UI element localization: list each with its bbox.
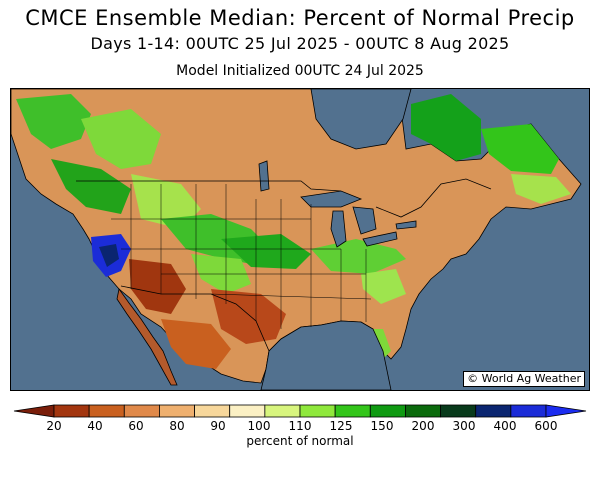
- model-init-text: Model Initialized 00UTC 24 Jul 2025: [176, 63, 424, 79]
- colorbar: 20 40 60 80 90 100 110 125 150 200 300 400 600: [13, 404, 587, 433]
- colorbar-swatch: [405, 404, 441, 418]
- us-mexico-border: [120, 285, 270, 352]
- colorbar-tick-label: 110: [289, 419, 312, 433]
- colorbar-swatch: [299, 404, 336, 418]
- green-alberta: [131, 174, 201, 229]
- gulf-of-mexico: [260, 320, 392, 390]
- colorbar-swatch: [475, 404, 512, 418]
- colorbar-tick-label: 100: [248, 419, 271, 433]
- colorbar-swatch: [159, 404, 195, 418]
- colorbar-tick-label: 40: [87, 419, 102, 433]
- colorbar-swatch: [53, 404, 90, 418]
- green-upper-midwest: [221, 234, 311, 269]
- map-subtitle: Days 1-14: 00UTC 25 Jul 2025 - 00UTC 8 A…: [90, 34, 510, 53]
- colorbar-swatch: [194, 404, 231, 418]
- brown-texas: [211, 289, 286, 344]
- us-canada-border: [76, 178, 492, 218]
- colorbar-swatch: [229, 404, 266, 418]
- lake-superior: [300, 190, 363, 208]
- colorbar-tick-label: 200: [412, 419, 435, 433]
- brown-mexico: [161, 319, 231, 369]
- brown-great-basin: [129, 259, 186, 314]
- lake-ontario: [395, 220, 417, 230]
- colorbar-tick-label: 400: [494, 419, 517, 433]
- colorbar-tick-label: 150: [371, 419, 394, 433]
- green-alaska: [16, 94, 91, 149]
- colorbar-label: percent of normal: [246, 434, 354, 448]
- colorbar-tick-label: 90: [210, 419, 225, 433]
- green-yukon: [81, 109, 161, 169]
- map-title: CMCE Ensemble Median: Percent of Normal …: [25, 6, 575, 30]
- green-maritimes: [511, 174, 571, 204]
- colorbar-tick-label: 80: [169, 419, 184, 433]
- baja-peninsula: [116, 288, 178, 386]
- colorbar-swatch: [88, 404, 125, 418]
- colorbar-swatch: [510, 404, 547, 418]
- colorbar-swatch: [334, 404, 371, 418]
- colorbar-tick-label: 600: [535, 419, 558, 433]
- state-lines: [111, 184, 372, 329]
- colorbar-swatch: [369, 404, 406, 418]
- colorbar-swatch: [123, 404, 160, 418]
- green-labrador: [481, 124, 559, 174]
- colorbar-swatch: [440, 404, 477, 418]
- precip-map: © World Ag Weather: [10, 88, 590, 391]
- navy-california: [99, 244, 119, 267]
- green-quebec: [411, 94, 481, 161]
- lake-winnipeg: [258, 160, 270, 192]
- credit-label: © World Ag Weather: [463, 371, 585, 387]
- colorbar-arrow-high: [545, 404, 587, 418]
- green-bc: [51, 159, 131, 214]
- map-canvas: [11, 89, 589, 390]
- colorbar-swatch: [264, 404, 301, 418]
- colorbar-tick-label: 300: [453, 419, 476, 433]
- green-ohio-valley: [311, 239, 406, 274]
- colorbar-tick-label: 20: [46, 419, 61, 433]
- lake-michigan: [330, 210, 347, 248]
- green-appalachians: [361, 269, 406, 304]
- colorbar-arrow-low: [13, 404, 55, 418]
- colorbar-tick-label: 125: [330, 419, 353, 433]
- hudson-bay: [310, 89, 412, 150]
- lake-erie: [362, 231, 398, 247]
- colorbar-tick-label: 60: [128, 419, 143, 433]
- lake-huron: [352, 206, 377, 235]
